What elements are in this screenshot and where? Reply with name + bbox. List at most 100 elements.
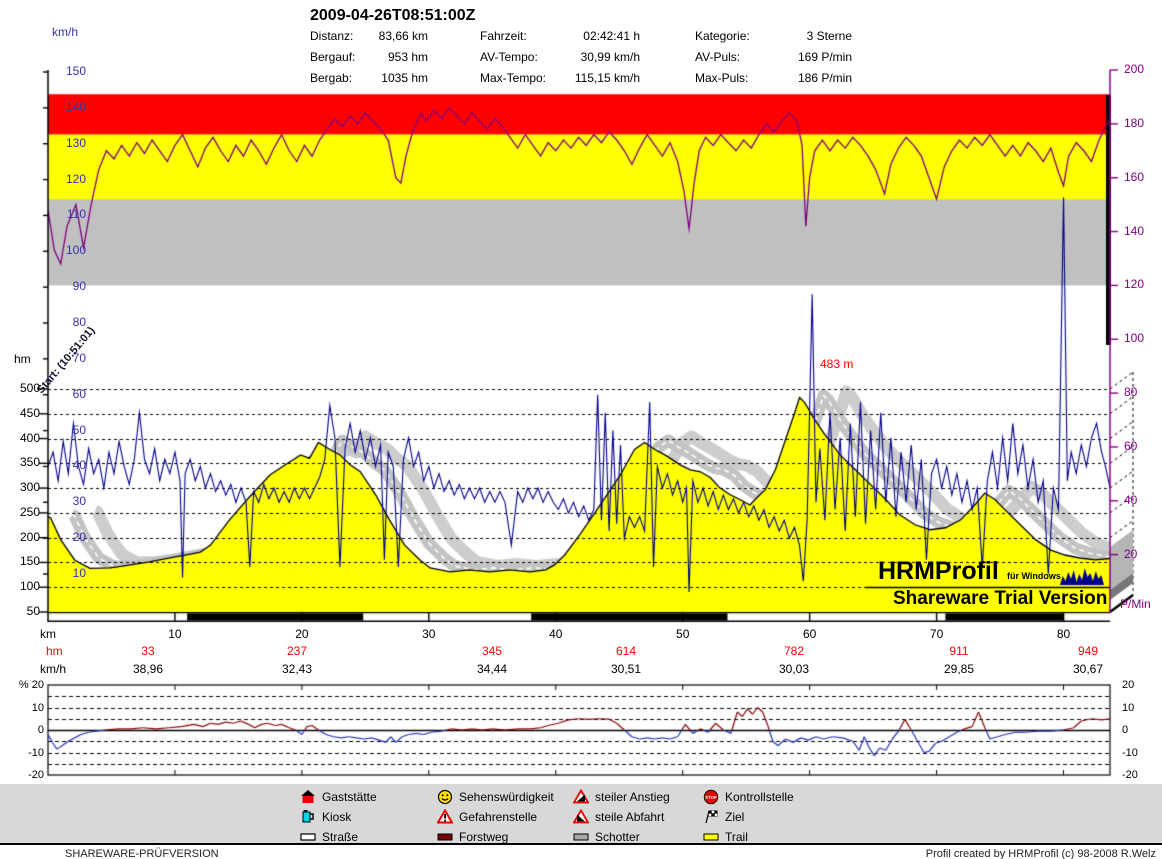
avg-speed-segment-value: 30,67 (1072, 662, 1104, 676)
forest-road-icon (437, 829, 453, 845)
stats-column-3: Kategorie: 3 Sterne AV-Puls: 169 P/min Max… (695, 29, 852, 93)
gradient-axis-tick-label: 20 (1122, 679, 1135, 691)
speed-axis-tick-label: 20 (72, 530, 86, 545)
legend-item-gefahrenstelle: Gefahrenstelle (437, 809, 537, 825)
stat-value: 83,66 km (378, 29, 428, 43)
stat-value: 169 P/min (797, 50, 852, 64)
pulse-axis-tick-label: 120 (1124, 277, 1145, 292)
elevation-axis-tick-label: 200 (19, 529, 40, 544)
speed-axis-tick-label: 150 (65, 64, 86, 78)
stat-value: 186 P/min (797, 71, 852, 85)
km-row-header: km (40, 627, 56, 641)
hm-at-distance-value: 237 (286, 644, 308, 658)
pulse-axis-tick-label: 80 (1124, 385, 1138, 400)
speed-axis-tick-label: 140 (65, 99, 86, 114)
speed-axis-tick-label: 10 (72, 566, 86, 581)
watermark-title: HRMProfil (878, 557, 999, 585)
km-axis-tick-label: 80 (1056, 627, 1071, 641)
elevation-axis-tick-label: 100 (19, 579, 40, 594)
legend-item-forstweg: Forstweg (437, 829, 508, 845)
gradient-axis-tick-label: 0 (1122, 724, 1129, 736)
elevation-axis-tick-label: 250 (19, 504, 40, 519)
legend-item-kiosk: Kiosk (300, 809, 351, 825)
legend-item-straße: Straße (300, 829, 358, 845)
legend-bar: Gaststätte Kiosk Straße Sehenswürdigkeit Gef… (0, 784, 1162, 845)
legend-item-steile-abfahrt: steile Abfahrt (573, 809, 664, 825)
km-axis-tick-label: 50 (676, 627, 690, 641)
smiley-icon (437, 789, 453, 805)
legend-item-label: Straße (322, 830, 359, 844)
gradient-axis-tick-label: 0 (37, 724, 44, 736)
hm-at-distance-value: 782 (783, 644, 805, 658)
km-axis-tick-label: 60 (802, 627, 817, 641)
kiosk-icon (300, 809, 316, 825)
kmh-row-header: km/h (40, 662, 67, 676)
speed-axis-tick-label: 100 (65, 243, 86, 258)
stat-label: Kategorie: (695, 29, 750, 43)
watermark-trial-text: Shareware Trial Version (893, 588, 1108, 609)
stat-value: 30,99 km/h (580, 50, 640, 64)
avg-speed-segment-value: 29,85 (943, 662, 975, 676)
legend-item-trail: Trail (703, 829, 748, 845)
km-axis-tick-label: 70 (929, 627, 944, 641)
gradient-axis-tick-label: % 20 (18, 679, 44, 691)
steep-descent-icon (573, 809, 589, 825)
speed-axis-tick-label: 30 (72, 494, 86, 509)
stat-label: Bergauf: (310, 50, 356, 64)
legend-item-label: Schotter (595, 830, 640, 844)
pulse-axis-tick-label: 200 (1124, 62, 1145, 76)
speed-axis-tick-label: 90 (72, 279, 86, 294)
legend-item-label: Sehenswürdigkeit (459, 790, 554, 804)
legend-item-sehenswürdigkeit: Sehenswürdigkeit (437, 789, 554, 805)
legend-item-label: steile Abfahrt (595, 810, 665, 824)
km-axis-tick-label: 40 (549, 627, 563, 641)
peak-elevation-annotation: 483 m (820, 357, 854, 371)
credit-footer-text: Profil created by HRMProfil (c) 98-2008 … (925, 848, 1156, 859)
speed-axis-tick-label: 40 (72, 458, 86, 473)
stat-label: Max-Tempo: (480, 71, 547, 85)
finish-flag-icon (703, 809, 719, 825)
avg-speed-segment-value: 38,96 (132, 662, 164, 676)
pulse-axis-tick-label: 60 (1124, 438, 1138, 453)
pulse-axis-tick-label: 180 (1124, 115, 1145, 130)
stat-value: 1035 hm (381, 71, 428, 85)
legend-item-label: Ziel (725, 810, 745, 824)
pulse-axis-tick-label: 100 (1124, 331, 1145, 346)
stat-value: 115,15 km/h (574, 71, 640, 85)
legend-item-label: Gefahrenstelle (459, 810, 538, 824)
page-title: 2009-04-26T08:51:00Z (310, 7, 476, 24)
checkpoint-icon: STOP (703, 789, 719, 805)
speed-axis-tick-label: 110 (66, 207, 86, 222)
km-axis-tick-label: 30 (422, 627, 436, 641)
trail-icon (703, 829, 719, 845)
elevation-axis-tick-label: 500 (19, 380, 40, 395)
shareware-footer-text: SHAREWARE-PRÜFVERSION (65, 848, 219, 859)
avg-speed-segment-value: 30,03 (778, 662, 810, 676)
legend-item-steiler-anstieg: steiler Anstieg (573, 789, 670, 805)
speed-axis-tick-label: 60 (72, 386, 86, 401)
pulse-axis-tick-label: 160 (1124, 169, 1145, 184)
gradient-axis-tick-label: 10 (31, 701, 44, 714)
legend-item-schotter: Schotter (573, 829, 640, 845)
gradient-axis-tick-label: 10 (1122, 701, 1135, 714)
pulse-axis-tick-label: 20 (1124, 546, 1138, 561)
elevation-axis-tick-label: 350 (19, 455, 40, 470)
stat-label: Max-Puls: (695, 71, 749, 85)
speed-axis-tick-label: 70 (72, 350, 86, 365)
svg-text:STOP: STOP (705, 795, 717, 800)
elevation-axis-tick-label: 50 (26, 604, 40, 618)
elevation-axis-unit: hm (14, 352, 31, 366)
stat-label: AV-Tempo: (480, 50, 538, 64)
stat-label: Distanz: (310, 29, 354, 43)
speed-axis-tick-label: 130 (65, 135, 86, 150)
avg-speed-segment-value: 34,44 (476, 662, 508, 676)
danger-icon (437, 809, 453, 825)
house-icon (300, 789, 316, 805)
gradient-axis-tick-label: -10 (1122, 746, 1138, 759)
hm-at-distance-value: 911 (949, 644, 969, 658)
gravel-icon (573, 829, 589, 845)
legend-item-label: Forstweg (459, 830, 509, 844)
legend-item-label: Gaststätte (322, 790, 377, 804)
